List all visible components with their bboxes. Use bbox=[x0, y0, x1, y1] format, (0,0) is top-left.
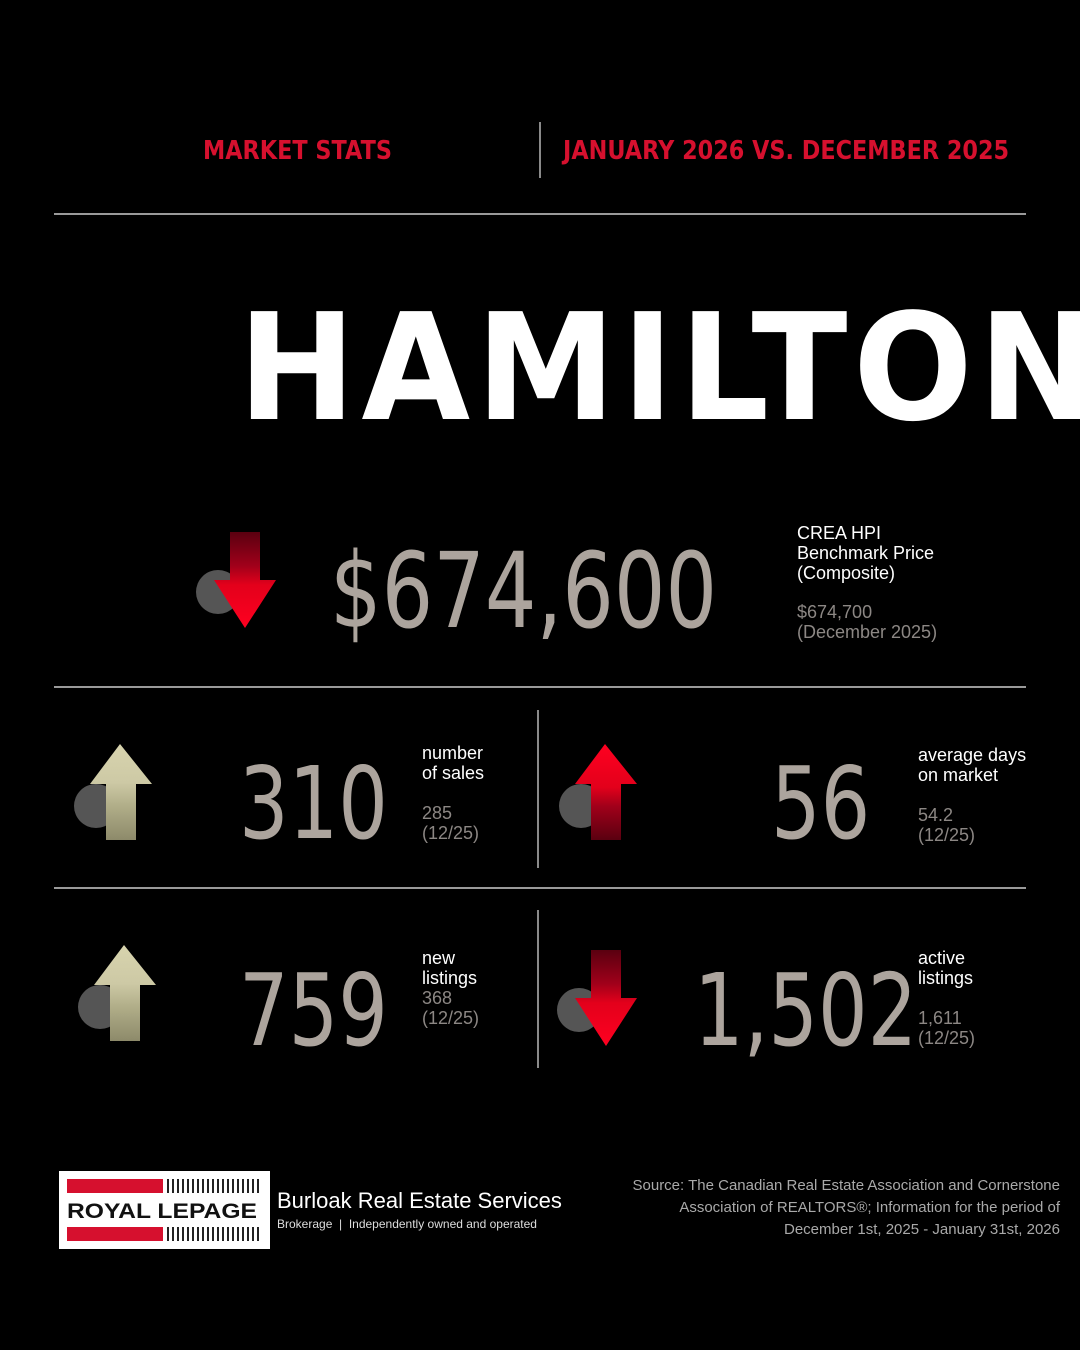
sales-label: number of sales bbox=[422, 743, 485, 783]
company-name: Burloak Real Estate Services bbox=[277, 1188, 562, 1213]
sales-value: 310 bbox=[239, 745, 388, 862]
days-up-arrow-icon bbox=[557, 744, 641, 842]
new-listings-up-arrow-icon bbox=[76, 945, 160, 1043]
period-title: JANUARY 2026 VS. DECEMBER 2025 bbox=[563, 136, 1010, 166]
source-note: Source: The Canadian Real Estate Associa… bbox=[632, 1177, 1061, 1238]
new-listings-value: 759 bbox=[239, 952, 388, 1069]
row1-rule bbox=[54, 887, 1026, 889]
days-label: average days on market bbox=[918, 745, 1027, 785]
sales-up-arrow-icon bbox=[72, 744, 156, 842]
new-listings-label: new listings bbox=[422, 948, 478, 988]
row1-divider bbox=[537, 710, 539, 868]
active-listings-label: active listings bbox=[918, 948, 974, 988]
row2-divider bbox=[537, 910, 539, 1068]
header-rule bbox=[54, 213, 1026, 215]
active-listings-previous: 1,611 (12/25) bbox=[918, 1008, 976, 1048]
days-previous: 54.2 (12/25) bbox=[918, 805, 976, 845]
benchmark-previous: $674,700 (December 2025) bbox=[797, 602, 938, 642]
company-tagline: Brokerage | Independently owned and oper… bbox=[277, 1217, 537, 1231]
market-stats-title: MARKET STATS bbox=[203, 136, 392, 166]
benchmark-label: CREA HPI Benchmark Price (Composite) bbox=[797, 523, 935, 583]
active-listings-down-arrow-icon bbox=[557, 950, 641, 1048]
royal-lepage-logo: ROYAL LEPAGE bbox=[59, 1171, 270, 1249]
sales-previous: 285 (12/25) bbox=[422, 803, 480, 843]
svg-text:ROYAL LEPAGE: ROYAL LEPAGE bbox=[67, 1200, 257, 1223]
benchmark-value: $674,600 bbox=[330, 530, 718, 652]
active-listings-value: 1,502 bbox=[694, 952, 918, 1069]
new-listings-previous: 368 (12/25) bbox=[422, 988, 480, 1028]
benchmark-rule bbox=[54, 686, 1026, 688]
header-divider bbox=[539, 122, 541, 178]
city-name: HAMILTON bbox=[238, 282, 1080, 454]
days-value: 56 bbox=[771, 745, 871, 862]
benchmark-down-arrow-icon bbox=[196, 532, 280, 632]
